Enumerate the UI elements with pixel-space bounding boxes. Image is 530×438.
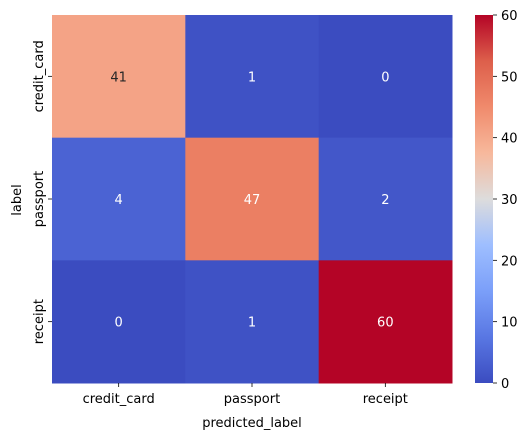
- cell-value-2-1: 1: [248, 316, 256, 331]
- x-tick-label-1: passport: [224, 392, 280, 407]
- x-tick-label-2: receipt: [363, 392, 408, 407]
- cell-value-1-1: 47: [244, 193, 261, 208]
- y-axis-ticks: credit_card passport receipt: [32, 40, 52, 344]
- cell-value-2-0: 0: [115, 316, 123, 331]
- cell-value-1-0: 4: [115, 193, 123, 208]
- colorbar-tick-label-3: 30: [501, 193, 518, 208]
- cell-value-0-0: 41: [110, 70, 127, 85]
- y-tick-label-0: credit_card: [32, 40, 47, 112]
- cell-value-0-1: 1: [248, 70, 256, 85]
- x-tick-label-0: credit_card: [83, 392, 155, 407]
- x-axis-ticks: credit_card passport receipt: [83, 383, 408, 407]
- colorbar-tick-label-4: 40: [501, 132, 518, 147]
- colorbar-tick-label-2: 20: [501, 254, 518, 269]
- colorbar-tick-label-5: 50: [501, 70, 518, 85]
- cell-value-2-2: 60: [377, 316, 394, 331]
- cell-value-1-2: 2: [381, 193, 389, 208]
- cell-value-0-2: 0: [381, 70, 389, 85]
- y-tick-label-1: passport: [32, 171, 47, 227]
- colorbar-tick-label-0: 0: [501, 377, 509, 392]
- x-axis-label: predicted_label: [202, 416, 302, 431]
- colorbar: [475, 15, 493, 383]
- colorbar-tick-label-1: 10: [501, 316, 518, 331]
- y-axis-label: label: [10, 184, 25, 215]
- colorbar-ticks: 0 10 20 30 40 50 60: [493, 9, 518, 392]
- colorbar-tick-label-6: 60: [501, 9, 518, 24]
- y-tick-label-2: receipt: [32, 299, 47, 344]
